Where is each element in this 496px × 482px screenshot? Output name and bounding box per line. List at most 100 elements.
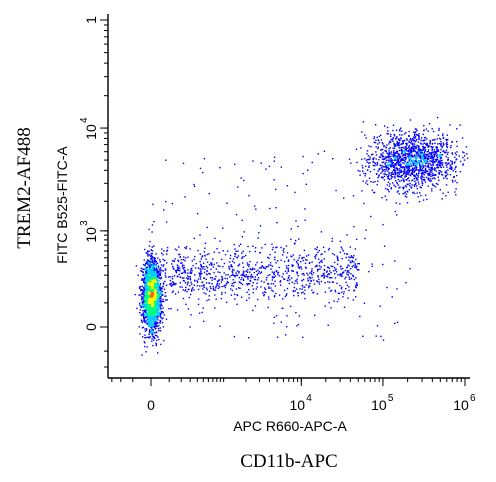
event-dot (245, 254, 247, 257)
event-dot (144, 342, 146, 344)
event-dot (426, 143, 428, 146)
event-dot (437, 172, 440, 174)
event-dot (150, 287, 152, 289)
event-dot (342, 296, 344, 298)
event-dot (157, 298, 159, 300)
event-dot (197, 288, 200, 291)
event-dot (232, 273, 234, 275)
event-dot (155, 344, 157, 347)
event-dot (157, 271, 160, 273)
event-dot (444, 175, 446, 177)
event-dot (145, 308, 147, 310)
event-dot (261, 266, 263, 268)
event-dot (143, 277, 146, 279)
event-dot (155, 285, 157, 287)
event-dot (196, 280, 198, 282)
event-dot (462, 164, 464, 166)
event-dot (140, 279, 143, 281)
event-dot (159, 330, 162, 332)
event-dot (313, 283, 316, 285)
event-dot (309, 272, 311, 274)
event-dot (171, 275, 174, 278)
event-dot (166, 250, 168, 252)
event-dot (151, 304, 153, 306)
event-dot (182, 297, 185, 300)
event-dot (148, 312, 150, 314)
event-dot (432, 151, 435, 153)
event-dot (147, 250, 149, 252)
event-dot (210, 264, 213, 266)
event-dot (150, 266, 153, 268)
event-dot (430, 145, 432, 148)
event-dot (431, 190, 433, 192)
event-dot (189, 248, 191, 250)
event-dot (378, 141, 381, 144)
event-dot (151, 319, 154, 321)
event-dot (145, 271, 147, 274)
event-dot (397, 158, 399, 160)
x-tick-label: 0 (147, 397, 155, 413)
event-dot (144, 273, 147, 275)
event-dot (397, 190, 399, 192)
event-dot (148, 300, 151, 302)
event-dot (145, 262, 148, 265)
event-dot (377, 170, 379, 172)
event-dot (340, 268, 342, 270)
event-dot (329, 270, 331, 272)
event-dot (222, 250, 224, 252)
event-dot (372, 158, 374, 160)
event-dot (385, 165, 388, 167)
event-dot (397, 155, 399, 157)
event-dot (390, 172, 392, 174)
event-dot (222, 265, 224, 268)
event-dot (155, 274, 158, 276)
event-dot (393, 155, 395, 158)
event-dot (431, 164, 433, 166)
event-dot (150, 291, 152, 293)
event-dot (246, 262, 249, 264)
event-dot (387, 133, 390, 135)
event-dot (317, 276, 319, 278)
event-dot (406, 172, 408, 174)
event-dot (423, 125, 425, 127)
event-dot (401, 158, 403, 160)
event-dot (399, 159, 402, 161)
event-dot (202, 288, 204, 290)
event-dot (263, 281, 265, 283)
event-dot (250, 268, 252, 271)
event-dot (390, 166, 392, 168)
event-dot (145, 291, 147, 294)
event-dot (159, 259, 161, 261)
event-dot (386, 152, 388, 154)
event-dot (141, 321, 143, 323)
event-dot (423, 154, 425, 156)
event-dot (150, 272, 152, 274)
event-dot (230, 265, 232, 267)
event-dot (352, 275, 355, 278)
event-dot (338, 292, 341, 295)
event-dot (186, 284, 189, 286)
event-dot (417, 160, 420, 162)
event-dot (398, 139, 400, 141)
event-dot (303, 249, 306, 252)
event-dot (216, 248, 218, 250)
event-dot (146, 287, 148, 289)
event-dot (396, 288, 398, 290)
event-dot (423, 129, 425, 131)
event-dot (286, 326, 288, 328)
event-dot (288, 282, 290, 285)
event-dot (316, 246, 318, 249)
event-dot (406, 183, 408, 185)
event-dot (416, 157, 418, 160)
event-dot (213, 271, 215, 274)
event-dot (156, 289, 158, 291)
event-dot (412, 160, 415, 162)
svg-text:0: 0 (147, 397, 155, 413)
event-dot (419, 148, 421, 150)
event-dot (318, 250, 320, 252)
event-dot (361, 164, 364, 167)
event-dot (291, 269, 293, 272)
event-dot (150, 277, 152, 280)
event-dot (403, 147, 405, 150)
event-dot (229, 276, 231, 278)
